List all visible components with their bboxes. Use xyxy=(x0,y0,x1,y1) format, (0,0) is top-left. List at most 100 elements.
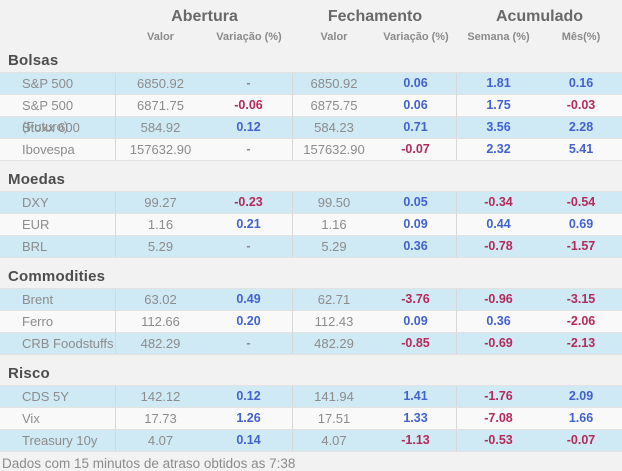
table-row: CDS 5Y 142.12 0.12 141.94 1.41 -1.76 2.09 xyxy=(0,386,622,408)
close-change-cell: 0.36 xyxy=(375,236,457,257)
table-row: DXY 99.27 -0.23 99.50 0.05 -0.34 -0.54 xyxy=(0,192,622,214)
row-label: DXY xyxy=(0,192,116,213)
open-value-cell: 6871.75 xyxy=(137,98,184,113)
open-value-cell: 99.27 xyxy=(144,195,177,210)
table-row: S&P 500 6850.92 - 6850.92 0.06 1.81 0.16 xyxy=(0,73,622,95)
open-value-cell: 63.02 xyxy=(144,292,177,307)
group-header-acumulado: Acumulado xyxy=(495,7,584,25)
group-header-abertura: Abertura xyxy=(171,7,238,25)
open-change-cell: 0.49 xyxy=(205,289,293,310)
table-row: Stoxx 600 584.92 0.12 584.23 0.71 3.56 2.28 xyxy=(0,117,622,139)
table-row: Treasury 10y 4.07 0.14 4.07 -1.13 -0.53 -0.07 xyxy=(0,430,622,452)
open-value-cell: 5.29 xyxy=(147,239,174,254)
open-change-cell: 0.12 xyxy=(205,117,293,138)
month-change-cell: 2.09 xyxy=(568,389,594,403)
close-value-cell: 482.29 xyxy=(314,336,354,351)
table-row: CRB Foodstuffs 482.29 - 482.29 -0.85 -0.69 -2.… xyxy=(0,333,622,355)
section-rows-commodities: Brent 63.02 0.49 62.71 -3.76 -0.96 -3.15 Ferro 1… xyxy=(0,288,622,355)
row-label: EUR xyxy=(0,214,116,235)
close-value-cell: 6850.92 xyxy=(310,76,358,91)
section-title-bolsas: Bolsas xyxy=(8,52,59,69)
close-value-cell: 584.23 xyxy=(314,120,354,135)
close-value-cell: 17.51 xyxy=(317,411,351,426)
open-value-cell: 4.07 xyxy=(147,433,174,448)
month-change-cell: -3.15 xyxy=(566,292,596,306)
month-change-cell: -0.54 xyxy=(566,195,596,209)
month-change-cell: 1.66 xyxy=(568,411,594,425)
week-change-cell: 1.75 xyxy=(486,98,511,112)
week-change-cell: 2.32 xyxy=(486,142,511,156)
week-change-cell: -0.69 xyxy=(484,336,513,350)
month-change-cell: 2.28 xyxy=(568,120,594,134)
close-value-cell: 62.71 xyxy=(317,292,351,307)
close-change-cell: 1.41 xyxy=(375,386,457,407)
table-row: BRL 5.29 - 5.29 0.36 -0.78 -1.57 xyxy=(0,236,622,258)
close-change-cell: -0.07 xyxy=(375,139,457,160)
week-change-cell: -7.08 xyxy=(484,411,513,425)
close-value-cell: 141.94 xyxy=(314,389,354,404)
close-value-cell: 4.07 xyxy=(321,433,347,448)
close-change-cell: 0.05 xyxy=(375,192,457,213)
row-label: Treasury 10y xyxy=(0,430,116,451)
table-row: Brent 63.02 0.49 62.71 -3.76 -0.96 -3.15 xyxy=(0,289,622,311)
close-value-cell: 112.43 xyxy=(314,314,354,329)
section-title-commodities: Commodities xyxy=(8,268,106,285)
close-value-cell: 1.16 xyxy=(321,217,347,232)
month-change-cell: 0.69 xyxy=(568,217,594,231)
close-change-cell: 1.33 xyxy=(375,408,457,429)
table-row: Vix 17.73 1.26 17.51 1.33 -7.08 1.66 xyxy=(0,408,622,430)
row-label: S&P 500 xyxy=(0,73,116,94)
open-value-cell: 17.73 xyxy=(144,411,177,426)
subheader-acumulado-mes: Mês(%) xyxy=(561,31,601,43)
month-change-cell: -2.13 xyxy=(566,336,596,350)
open-value-cell: 1.16 xyxy=(147,217,174,232)
row-label: Vix xyxy=(0,408,116,429)
close-change-cell: 0.71 xyxy=(375,117,457,138)
row-label: Brent xyxy=(0,289,116,310)
row-label: CDS 5Y xyxy=(0,386,116,407)
row-label: CRB Foodstuffs xyxy=(0,333,116,354)
week-change-cell: 0.36 xyxy=(486,314,511,328)
open-change-cell: 0.20 xyxy=(205,311,293,332)
row-label: Ibovespa xyxy=(0,139,116,160)
row-label: BRL xyxy=(0,236,116,257)
week-change-cell: -0.34 xyxy=(484,195,513,209)
open-change-cell: 0.21 xyxy=(205,214,293,235)
open-change-cell: - xyxy=(205,139,293,160)
open-change-cell: 0.12 xyxy=(205,386,293,407)
row-label: Stoxx 600 xyxy=(0,117,116,138)
open-change-cell: - xyxy=(205,73,293,94)
open-change-cell: - xyxy=(205,333,293,354)
section-rows-risco: CDS 5Y 142.12 0.12 141.94 1.41 -1.76 2.09 Vix 17… xyxy=(0,385,622,452)
month-change-cell: 5.41 xyxy=(568,142,594,156)
subheader-abertura-variacao: Variação (%) xyxy=(216,31,282,43)
table-row: Ibovespa 157632.90-157632.90 -0.07 2.32 5.41 xyxy=(0,139,622,161)
subheader-fechamento-variacao: Variação (%) xyxy=(383,31,449,43)
close-change-cell: 0.06 xyxy=(375,95,457,137)
month-change-cell: -0.07 xyxy=(566,433,596,447)
close-change-cell: 0.09 xyxy=(375,311,457,332)
open-change-cell: 0.14 xyxy=(205,430,293,451)
close-value-cell: 5.29 xyxy=(321,239,347,254)
section-rows-moedas: DXY 99.27 -0.23 99.50 0.05 -0.34 -0.54 EUR 1.16 0… xyxy=(0,191,622,258)
open-change-cell: 1.26 xyxy=(205,408,293,429)
open-change-cell: -0.23 xyxy=(205,192,293,213)
section-title-risco: Risco xyxy=(8,365,50,382)
subheader-acumulado-semana: Semana (%) xyxy=(467,31,530,43)
open-value-cell: 157632.90 xyxy=(129,142,192,157)
section-rows-bolsas: S&P 500 6850.92-6850.92 0.06 1.81 0.16 S&P 50… xyxy=(0,72,622,161)
close-change-cell: 0.06 xyxy=(375,73,457,94)
month-change-cell: 0.16 xyxy=(568,76,594,90)
row-label: S&P 500 (Futuro) xyxy=(0,95,116,137)
column-subheader-row: Valor Variação (%) Valor Variação (%) Se… xyxy=(0,28,622,46)
close-change-cell: -1.13 xyxy=(375,430,457,451)
week-change-cell: 0.44 xyxy=(486,217,511,231)
column-group-header-row: Abertura Fechamento Acumulado xyxy=(0,5,622,28)
close-value-cell: 99.50 xyxy=(317,195,351,210)
open-change-cell: - xyxy=(205,236,293,257)
close-change-cell: -0.85 xyxy=(375,333,457,354)
month-change-cell: -1.57 xyxy=(566,239,596,253)
table-row: S&P 500 (Futuro) 6871.75 -0.06 6875.75 0.06 1… xyxy=(0,95,622,137)
footer-note: Dados com 15 minutos de atraso obtidos a… xyxy=(2,456,296,471)
